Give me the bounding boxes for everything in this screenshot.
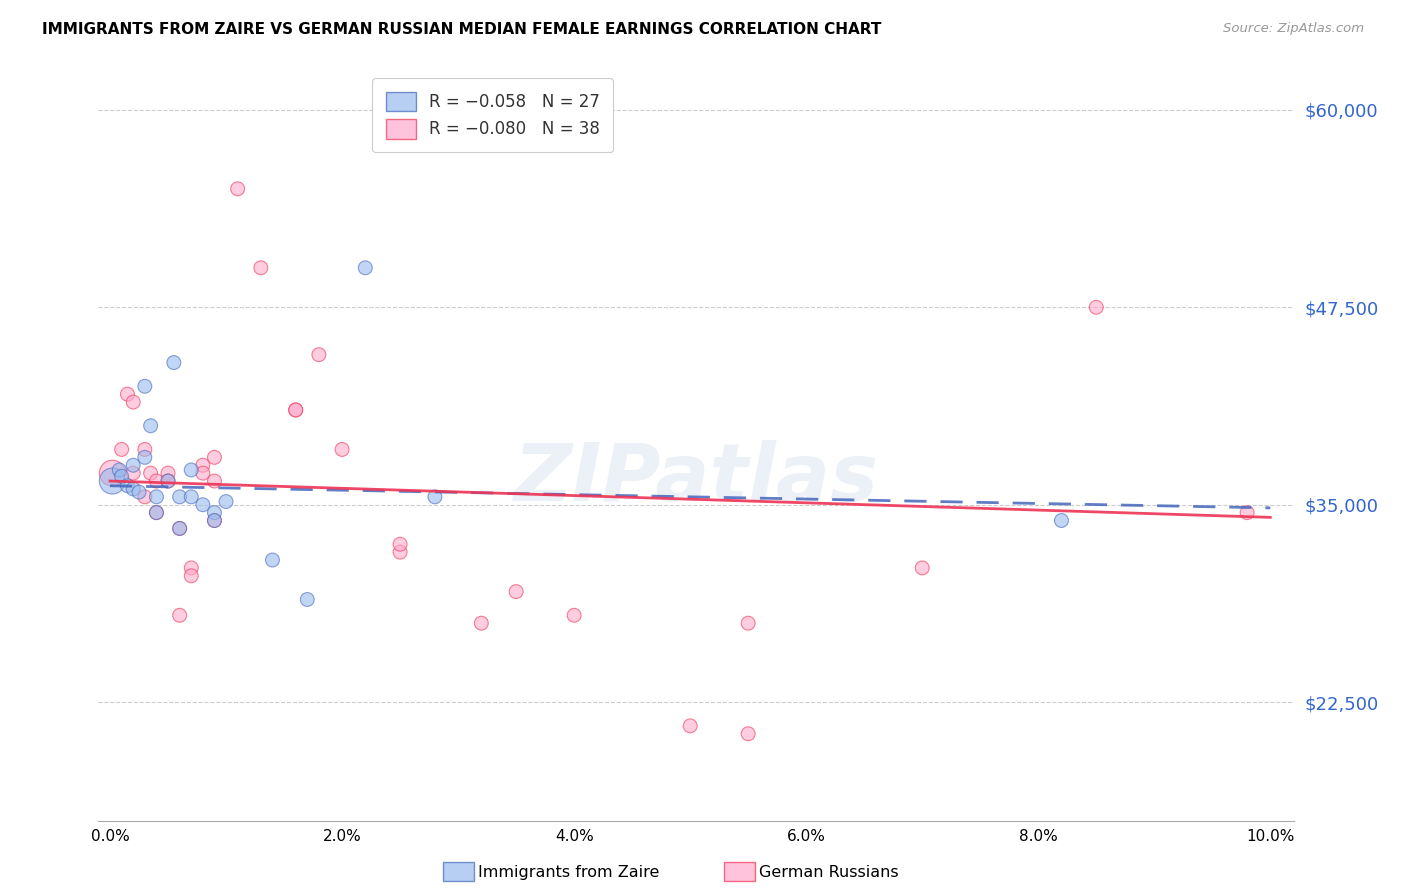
- Point: [262, 553, 284, 567]
- Point: [108, 463, 131, 477]
- Text: Immigrants from Zaire: Immigrants from Zaire: [478, 865, 659, 880]
- Point: [204, 514, 226, 528]
- Point: [180, 569, 202, 583]
- Point: [204, 450, 226, 465]
- Point: [101, 466, 124, 480]
- Point: [423, 490, 446, 504]
- Point: [122, 482, 145, 496]
- Point: [330, 442, 353, 457]
- Point: [157, 474, 180, 488]
- Point: [191, 466, 214, 480]
- Point: [737, 727, 759, 741]
- Point: [145, 490, 167, 504]
- Point: [134, 490, 156, 504]
- Point: [1050, 514, 1073, 528]
- Point: [122, 466, 145, 480]
- Point: [117, 387, 139, 401]
- Point: [111, 469, 134, 483]
- Point: [122, 395, 145, 409]
- Point: [180, 463, 202, 477]
- Text: ZIPatlas: ZIPatlas: [513, 441, 879, 518]
- Point: [1236, 506, 1258, 520]
- Point: [117, 479, 139, 493]
- Point: [157, 466, 180, 480]
- Point: [308, 348, 330, 362]
- Point: [145, 506, 167, 520]
- Point: [204, 514, 226, 528]
- Text: German Russians: German Russians: [759, 865, 898, 880]
- Text: IMMIGRANTS FROM ZAIRE VS GERMAN RUSSIAN MEDIAN FEMALE EARNINGS CORRELATION CHART: IMMIGRANTS FROM ZAIRE VS GERMAN RUSSIAN …: [42, 22, 882, 37]
- Point: [204, 474, 226, 488]
- Point: [169, 521, 191, 535]
- Point: [562, 608, 585, 623]
- Point: [204, 506, 226, 520]
- Legend: R = −0.058   N = 27, R = −0.080   N = 38: R = −0.058 N = 27, R = −0.080 N = 38: [373, 78, 613, 152]
- Point: [169, 608, 191, 623]
- Point: [737, 616, 759, 631]
- Point: [679, 719, 702, 733]
- Point: [505, 584, 527, 599]
- Point: [134, 442, 156, 457]
- Point: [134, 450, 156, 465]
- Point: [139, 466, 162, 480]
- Point: [354, 260, 377, 275]
- Point: [128, 485, 150, 500]
- Point: [180, 490, 202, 504]
- Point: [122, 458, 145, 473]
- Point: [145, 506, 167, 520]
- Point: [389, 537, 412, 551]
- Point: [215, 494, 238, 508]
- Point: [191, 458, 214, 473]
- Point: [470, 616, 492, 631]
- Point: [284, 403, 307, 417]
- Point: [226, 182, 249, 196]
- Point: [111, 442, 134, 457]
- Text: Source: ZipAtlas.com: Source: ZipAtlas.com: [1223, 22, 1364, 36]
- Point: [163, 355, 186, 369]
- Point: [1085, 300, 1108, 314]
- Point: [101, 474, 124, 488]
- Point: [169, 490, 191, 504]
- Point: [191, 498, 214, 512]
- Point: [284, 403, 307, 417]
- Point: [297, 592, 319, 607]
- Point: [911, 561, 934, 575]
- Point: [169, 521, 191, 535]
- Point: [134, 379, 156, 393]
- Point: [180, 561, 202, 575]
- Point: [139, 418, 162, 433]
- Point: [145, 474, 167, 488]
- Point: [157, 474, 180, 488]
- Point: [389, 545, 412, 559]
- Point: [250, 260, 273, 275]
